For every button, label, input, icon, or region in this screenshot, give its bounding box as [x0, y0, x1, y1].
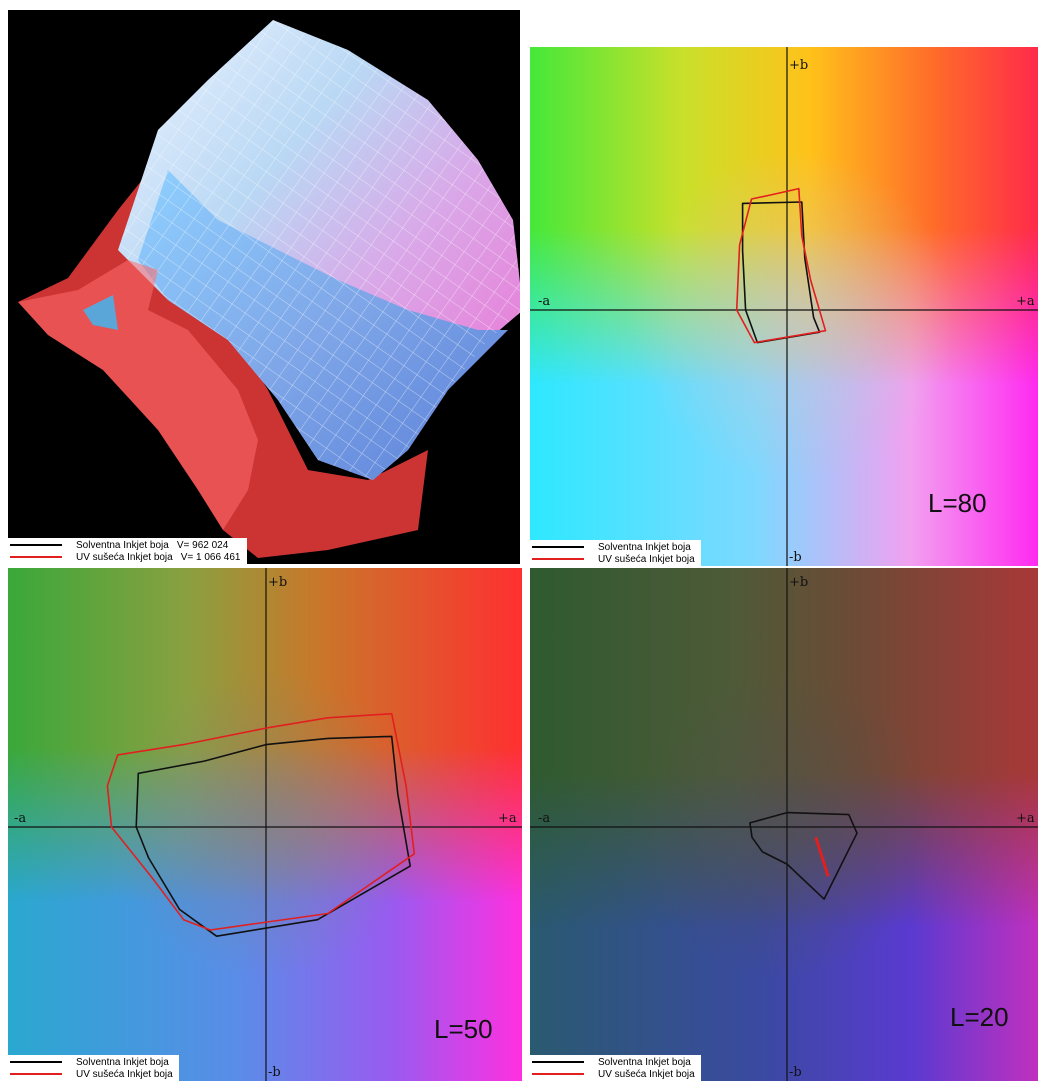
legend-item-uv: UV sušeća Inkjet boja — [10, 1068, 173, 1080]
slice-panel-l20: +b -b -a +a L=20 Solventna Inkjet boja U… — [530, 568, 1038, 1081]
legend-swatch — [10, 556, 62, 558]
uv-gamut-overlay — [18, 260, 258, 530]
plus-a-label: +a — [498, 811, 517, 826]
legend-label: UV sušeća Inkjet boja — [76, 551, 173, 563]
series-layer — [735, 187, 827, 344]
legend-swatch — [10, 1061, 62, 1063]
slice-annotation: L=80 — [928, 488, 987, 518]
legend-item-uv: UV sušeća Inkjet boja — [532, 553, 695, 565]
legend-label: UV sušeća Inkjet boja — [76, 1068, 173, 1080]
slice-annotation: L=50 — [434, 1014, 493, 1044]
slice-plot-l80: +b -b -a +a L=80 — [530, 47, 1038, 566]
plus-b-label: +b — [789, 58, 808, 73]
gamut-outline-uv — [814, 836, 830, 877]
gamut-outline-uv — [735, 187, 827, 344]
gamut-3d-panel: Solventna Inkjet boja V= 962 024 UV suše… — [8, 10, 520, 564]
legend-item-solvent: Solventna Inkjet boja — [532, 541, 695, 553]
legend-item-solvent: Solventna Inkjet boja — [10, 1056, 173, 1068]
minus-b-label: -b — [268, 1065, 281, 1080]
legend-swatch — [532, 1061, 584, 1063]
legend-label: Solventna Inkjet boja — [76, 1056, 169, 1068]
slice-plot-l50: +b -b -a +a L=50 — [8, 568, 522, 1081]
series-layer — [106, 712, 416, 938]
legend-volume: V= 962 024 — [176, 539, 229, 551]
legend-label: UV sušeća Inkjet boja — [598, 1068, 695, 1080]
uv-gamut-shell — [18, 160, 428, 558]
legend-item-uv: UV sušeća Inkjet boja — [532, 1068, 695, 1080]
minus-a-label: -a — [538, 294, 550, 309]
slice-panel-l80: +b -b -a +a L=80 Solventna Inkjet boja U… — [530, 47, 1038, 566]
legend-label: Solventna Inkjet boja — [76, 539, 169, 551]
gamut-outline-uv — [106, 712, 416, 931]
series-layer — [749, 811, 858, 900]
legend-swatch — [10, 1073, 62, 1075]
legend-item-solvent: Solventna Inkjet boja V= 962 024 — [10, 539, 241, 551]
gamut-outline-solvent — [749, 811, 858, 900]
slice-annotation: L=20 — [950, 1002, 1009, 1032]
gamut-3d-plot — [18, 20, 520, 558]
slice-plot-l20: +b -b -a +a L=20 — [530, 568, 1038, 1081]
legend: Solventna Inkjet boja UV sušeća Inkjet b… — [530, 1055, 701, 1081]
minus-a-label: -a — [14, 811, 26, 826]
plus-b-label: +b — [789, 575, 808, 590]
legend-swatch — [532, 546, 584, 548]
legend-label: Solventna Inkjet boja — [598, 1056, 691, 1068]
legend: Solventna Inkjet boja UV sušeća Inkjet b… — [8, 1055, 179, 1081]
minus-a-label: -a — [538, 811, 550, 826]
legend: Solventna Inkjet boja UV sušeća Inkjet b… — [530, 540, 701, 566]
legend-label: UV sušeća Inkjet boja — [598, 553, 695, 565]
plus-b-label: +b — [268, 575, 287, 590]
legend-item-uv: UV sušeća Inkjet boja V= 1 066 461 — [10, 551, 241, 563]
plus-a-label: +a — [1016, 811, 1035, 826]
legend-swatch — [532, 558, 584, 560]
gamut-outline-solvent — [135, 735, 412, 938]
legend-swatch — [10, 544, 62, 546]
legend: Solventna Inkjet boja V= 962 024 UV suše… — [8, 538, 247, 564]
legend-swatch — [532, 1073, 584, 1075]
minus-b-label: -b — [789, 1065, 802, 1080]
legend-label: Solventna Inkjet boja — [598, 541, 691, 553]
legend-item-solvent: Solventna Inkjet boja — [532, 1056, 695, 1068]
slice-panel-l50: +b -b -a +a L=50 Solventna Inkjet boja U… — [8, 568, 522, 1081]
plus-a-label: +a — [1016, 294, 1035, 309]
legend-volume: V= 1 066 461 — [180, 551, 241, 563]
minus-b-label: -b — [789, 550, 802, 565]
